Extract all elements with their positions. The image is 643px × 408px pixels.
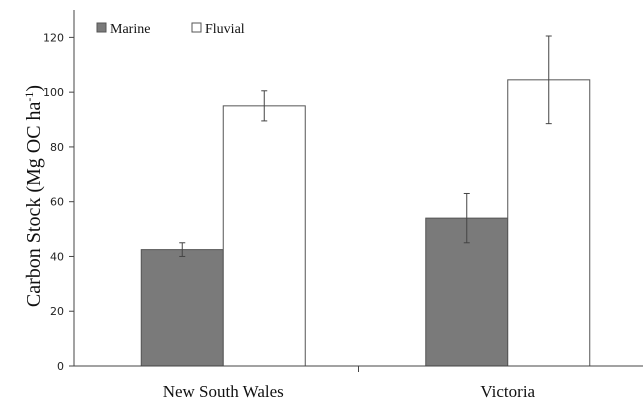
bar-fluvial-1 bbox=[507, 79, 591, 367]
legend-swatch-fluvial bbox=[191, 22, 202, 33]
y-tick-label: 0 bbox=[57, 360, 64, 373]
bar-fluvial-0 bbox=[222, 105, 306, 367]
category-label: New South Wales bbox=[163, 382, 284, 401]
y-tick-label: 80 bbox=[50, 141, 64, 154]
y-axis-title: Carbon Stock (Mg OC ha-1) bbox=[22, 85, 45, 307]
legend-label-marine: Marine bbox=[110, 22, 150, 37]
error-bars bbox=[179, 35, 552, 257]
y-tick-label: 100 bbox=[43, 86, 64, 99]
legend: Marine Fluvial bbox=[96, 22, 245, 37]
y-tick-label: 60 bbox=[50, 196, 64, 209]
y-axis-title-superscript: -1 bbox=[22, 92, 36, 102]
y-tick-label: 40 bbox=[50, 250, 64, 263]
legend-label-fluvial: Fluvial bbox=[205, 22, 245, 37]
legend-swatch-marine bbox=[96, 22, 107, 33]
category-labels: New South Wales Victoria bbox=[163, 382, 536, 401]
category-label: Victoria bbox=[480, 382, 535, 401]
y-axis-title-close: ) bbox=[23, 85, 45, 92]
y-tick-label: 120 bbox=[43, 31, 64, 44]
bars bbox=[140, 79, 591, 367]
y-tick-label: 20 bbox=[50, 305, 64, 318]
bar-marine-0 bbox=[140, 249, 224, 367]
y-axis-title-main: Carbon Stock (Mg OC ha bbox=[23, 101, 45, 307]
axes bbox=[73, 10, 643, 372]
y-axis-ticks: 0 20 40 60 80 100 120 bbox=[43, 31, 74, 373]
